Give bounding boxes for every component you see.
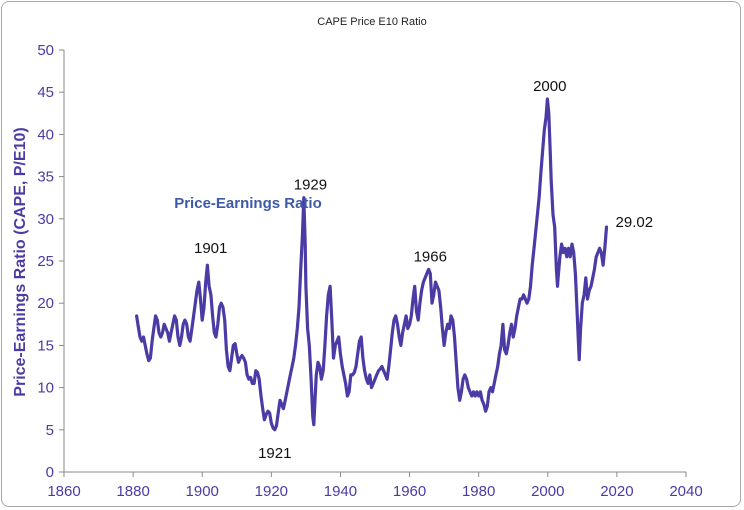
annotation-label: 1929 (294, 177, 327, 194)
annotation-label: 29.02 (616, 214, 654, 231)
x-tick-label: 1860 (47, 483, 80, 500)
annotation-label: 1901 (194, 240, 227, 257)
y-tick-label: 45 (37, 84, 54, 101)
y-axis-label: Price-Earnings Ratio (CAPE, P/E10) (12, 127, 29, 396)
chart-title: CAPE Price E10 Ratio (317, 16, 426, 28)
annotations: 1901 1921 1929 1966 2000 29.02 (194, 78, 653, 462)
y-tick-label: 20 (37, 295, 54, 312)
x-tick-label: 2020 (600, 483, 633, 500)
x-tick-label: 1900 (186, 483, 219, 500)
x-tick-label: 1980 (462, 483, 495, 500)
y-tick-label: 5 (46, 422, 54, 439)
y-tick-label: 30 (37, 211, 54, 228)
x-tick-label: 1920 (255, 483, 288, 500)
x-tick-label: 1940 (324, 483, 357, 500)
y-tick-label: 15 (37, 337, 54, 354)
x-tick-label: 2000 (531, 483, 564, 500)
annotation-label: 1921 (258, 445, 291, 462)
x-tick-label: 2040 (669, 483, 702, 500)
y-ticks: 0 5 10 15 20 25 30 35 40 45 50 (37, 42, 64, 481)
y-tick-label: 25 (37, 253, 54, 270)
annotation-label: 1966 (414, 248, 447, 265)
x-tick-label: 1880 (116, 483, 149, 500)
series-label: Price-Earnings Ratio (174, 195, 322, 212)
x-tick-label: 1960 (393, 483, 426, 500)
x-ticks: 1860 1880 1900 1920 1940 1960 1980 2000 2020 2040 (47, 472, 703, 500)
y-tick-label: 40 (37, 126, 54, 143)
y-tick-label: 10 (37, 380, 54, 397)
annotation-label: 2000 (533, 78, 566, 95)
y-tick-label: 35 (37, 169, 54, 186)
y-tick-label: 50 (37, 42, 54, 59)
y-tick-label: 0 (46, 464, 54, 481)
series-line (135, 97, 609, 432)
